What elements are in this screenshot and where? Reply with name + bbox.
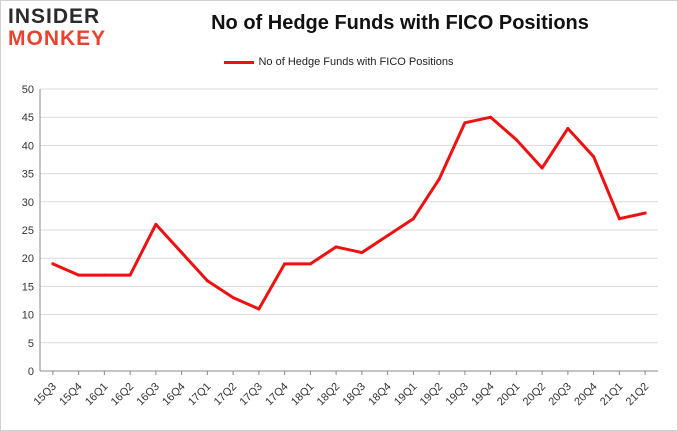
y-tick-label: 10 [22,310,34,322]
chart-title: No of Hedge Funds with FICO Positions [211,12,589,34]
x-tick-label: 20Q2 [521,381,549,409]
data-point [102,273,106,277]
x-tick-label: 16Q3 [134,381,162,409]
x-tick-label: 21Q1 [598,381,626,409]
data-point [540,166,544,170]
data-point [154,222,158,226]
x-tick-label: 17Q1 [186,381,214,409]
series-layer [51,115,647,311]
data-point [51,262,55,266]
y-tick-label: 15 [22,281,34,293]
x-tick-label: 18Q3 [340,381,368,409]
y-tick-label: 5 [28,338,34,350]
axes [39,89,658,375]
x-tick-label: 15Q3 [31,381,59,409]
data-point [617,217,621,221]
data-point [334,245,338,249]
x-tick-label: 21Q2 [624,381,652,409]
x-tick-label: 19Q4 [469,381,497,409]
x-tick-label: 17Q4 [263,381,291,409]
data-point [437,177,441,181]
data-point [514,138,518,142]
data-point [566,126,570,130]
x-tick-label: 18Q1 [289,381,317,409]
grid-lines [40,88,658,372]
data-point [308,262,312,266]
x-tick-label: 17Q2 [212,381,240,409]
x-tick-label: 19Q1 [392,381,420,409]
data-point [77,273,81,277]
x-tick-label: 19Q3 [443,381,471,409]
legend-swatch [224,60,255,64]
y-tick-label: 25 [22,225,34,237]
x-tick-label: 16Q1 [83,381,111,409]
data-point [360,251,364,255]
legend-label: No of Hedge Funds with FICO Positions [258,56,454,68]
x-tick-label: 20Q4 [572,381,600,409]
data-point [231,296,235,300]
x-tick-label: 18Q4 [366,381,394,409]
y-tick-label: 40 [22,140,34,152]
data-point [489,115,493,119]
x-tick-label: 19Q2 [418,381,446,409]
data-point [592,155,596,159]
y-tick-label: 0 [28,366,34,378]
data-point [257,307,261,311]
y-tick-label: 45 [22,112,34,124]
x-tick-label: 20Q3 [546,381,574,409]
chart-legend: No of Hedge Funds with FICO Positions [0,52,678,72]
x-tick-label: 20Q1 [495,381,523,409]
data-point [643,211,647,215]
x-tick-label: 16Q4 [160,381,188,409]
series-line [51,115,647,311]
data-point [205,279,209,283]
data-point [128,273,132,277]
data-point [463,121,467,125]
y-tick-label: 30 [22,197,34,209]
data-point [386,234,390,238]
logo-line-1: INSIDER [8,5,101,28]
y-tick-label: 50 [22,84,34,96]
logo-line-2: MONKEY [8,27,107,50]
x-tick-label: 17Q3 [237,381,265,409]
y-tick-label: 20 [22,253,34,265]
x-tick-label: 16Q2 [109,381,137,409]
data-point [180,251,184,255]
insider-monkey-logo: INSIDER MONKEY [8,6,126,50]
y-tick-label: 35 [22,169,34,181]
x-tick-label: 18Q2 [315,381,343,409]
x-tick-label: 15Q4 [57,381,85,409]
data-point [283,262,287,266]
data-point [411,217,415,221]
